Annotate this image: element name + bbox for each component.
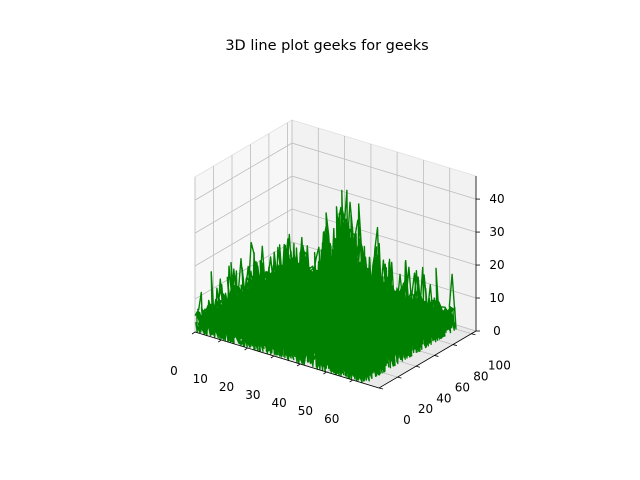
x-tick-label: 50 — [298, 404, 313, 418]
z-tick-label: 10 — [489, 291, 504, 305]
y-tick-label: 40 — [436, 391, 451, 405]
x-tick-mark — [270, 355, 275, 359]
z-tick-label: 40 — [489, 192, 504, 206]
x-tick-label: 30 — [245, 388, 260, 402]
y-tick-mark — [434, 355, 439, 357]
x-tick-label: 10 — [193, 372, 208, 386]
x-tick-mark — [244, 347, 248, 351]
chart-title: 3D line plot geeks for geeks — [225, 38, 428, 54]
z-tick-label: 0 — [493, 324, 501, 338]
y-tick-label: 80 — [473, 370, 488, 384]
series-line — [194, 189, 457, 384]
y-axis-line — [378, 330, 477, 389]
x-tick-label: 0 — [170, 364, 178, 378]
grid-line-z — [194, 208, 477, 267]
x-tick-mark — [191, 331, 196, 335]
data-series — [194, 189, 457, 384]
axes — [191, 176, 480, 390]
z-tick-label: 20 — [489, 258, 504, 272]
grid-line-z — [194, 142, 477, 201]
x-tick-mark — [218, 339, 222, 343]
x-axis-line — [194, 331, 380, 389]
y-tick-label: 20 — [418, 402, 433, 416]
x-tick-mark — [349, 379, 353, 383]
y-tick-mark — [452, 344, 458, 346]
x-tick-mark — [296, 363, 301, 367]
y-tick-label: 0 — [403, 413, 411, 427]
y-tick-mark — [471, 333, 476, 336]
y-tick-mark — [415, 365, 421, 368]
x-tick-mark — [323, 371, 327, 375]
z-tick-label: 30 — [489, 225, 504, 239]
x-tick-label: 60 — [324, 412, 339, 426]
y-tick-label: 100 — [488, 359, 511, 373]
grid-line-z — [194, 175, 477, 234]
y-tick-mark — [397, 376, 402, 379]
y-tick-mark — [378, 387, 384, 390]
x-tick-label: 20 — [219, 380, 234, 394]
y-tick-label: 60 — [455, 380, 470, 394]
x-tick-label: 40 — [272, 396, 287, 410]
